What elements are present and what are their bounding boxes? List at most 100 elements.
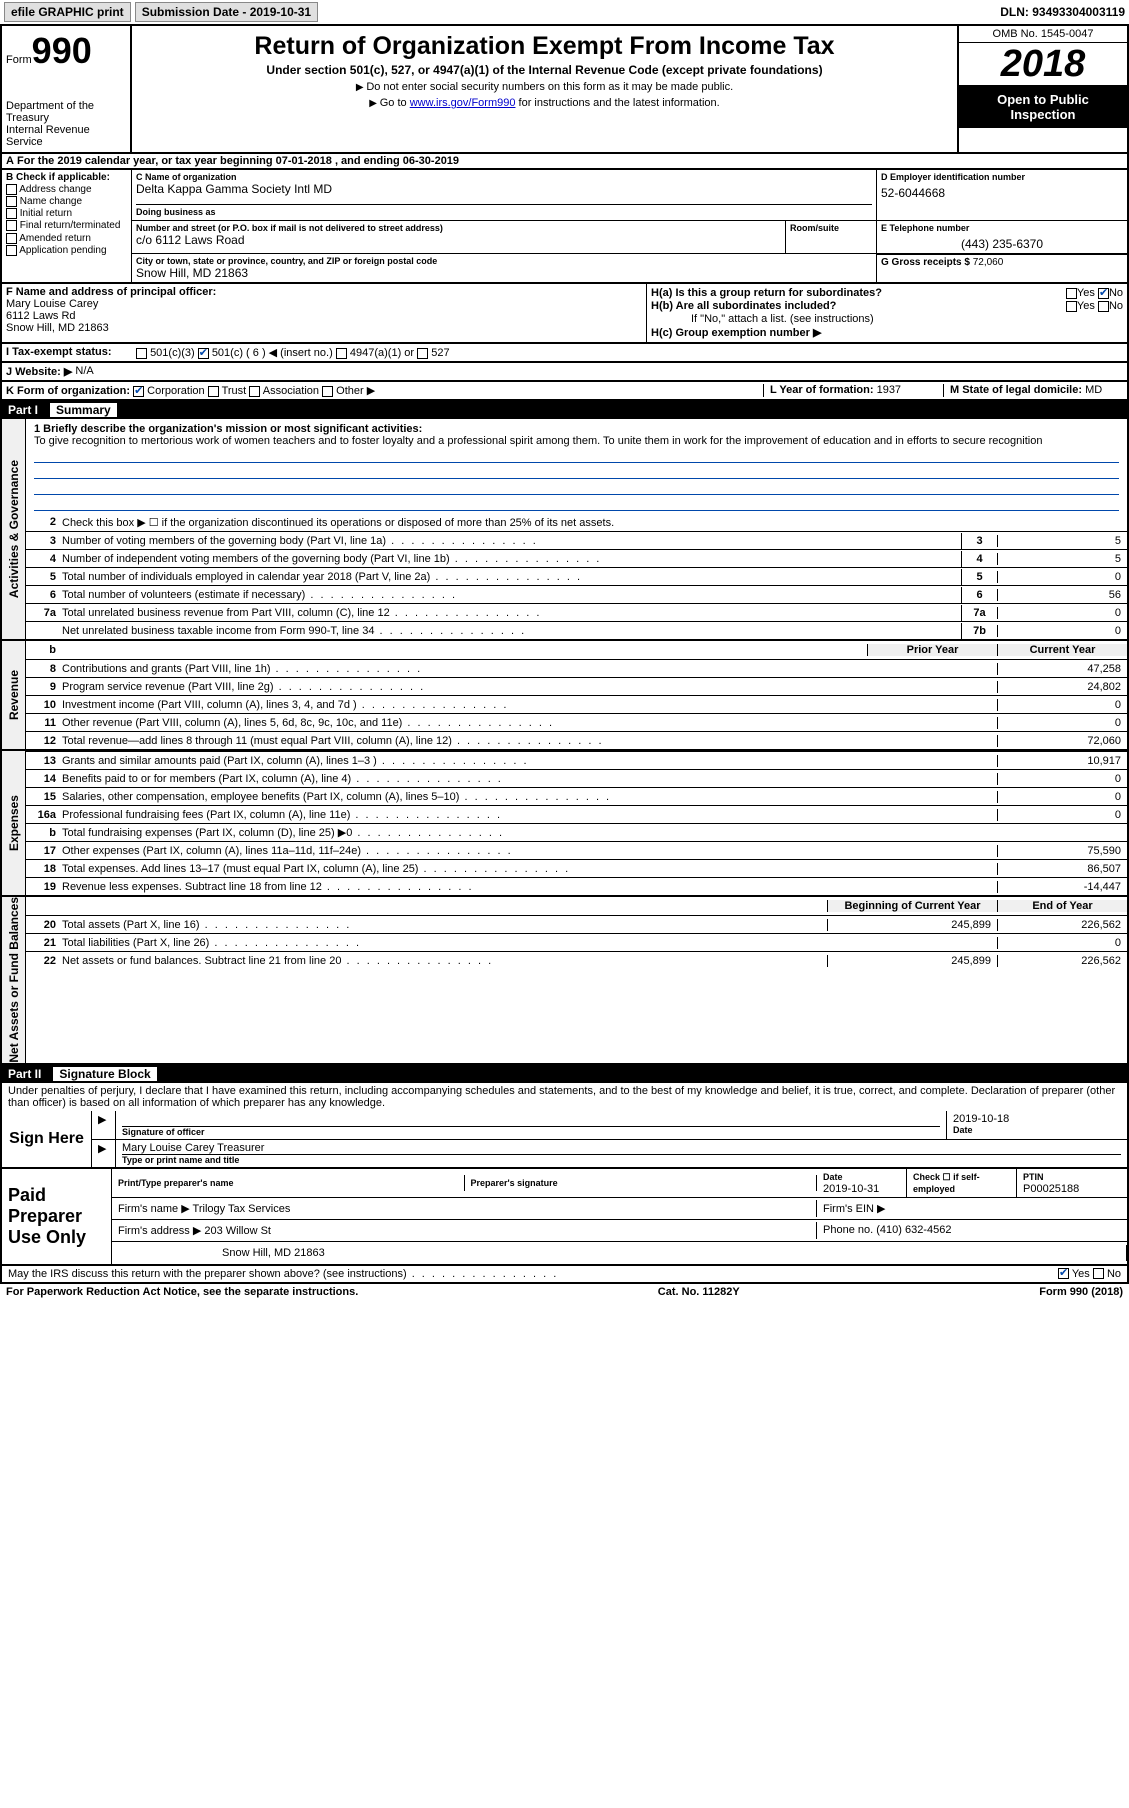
table-row: 4Number of independent voting members of…	[26, 549, 1127, 567]
chk-4947[interactable]	[336, 348, 347, 359]
form990-link[interactable]: www.irs.gov/Form990	[410, 97, 516, 109]
chk-pending[interactable]	[6, 245, 17, 256]
chk-initial-return[interactable]	[6, 208, 17, 219]
sig-date: 2019-10-18	[953, 1113, 1121, 1125]
submission-date-badge: Submission Date - 2019-10-31	[135, 2, 318, 22]
line-a-text: For the 2019 calendar year, or tax year …	[17, 155, 459, 167]
row-klm: K Form of organization: Corporation Trus…	[0, 382, 1129, 401]
chk-other[interactable]	[322, 386, 333, 397]
table-row: Net unrelated business taxable income fr…	[26, 621, 1127, 639]
chk-501c3[interactable]	[136, 348, 147, 359]
room-label: Room/suite	[790, 223, 839, 233]
officer-label: F Name and address of principal officer:	[6, 286, 216, 298]
year-formation: 1937	[877, 384, 901, 396]
chk-corp[interactable]	[133, 386, 144, 397]
top-bar: efile GRAPHIC print Submission Date - 20…	[0, 0, 1129, 26]
ssn-note: Do not enter social security numbers on …	[140, 81, 949, 93]
table-row: 22Net assets or fund balances. Subtract …	[26, 951, 1127, 969]
chk-final-return[interactable]	[6, 220, 17, 231]
printed-label: Type or print name and title	[122, 1155, 1121, 1165]
tab-revenue: Revenue	[2, 641, 26, 749]
table-row: 11Other revenue (Part VIII, column (A), …	[26, 713, 1127, 731]
l-label: L Year of formation:	[770, 384, 874, 396]
chk-assoc[interactable]	[249, 386, 260, 397]
goto-post: for instructions and the latest informat…	[515, 97, 719, 109]
chk-ha-yes[interactable]	[1066, 288, 1077, 299]
sig-officer-label: Signature of officer	[122, 1127, 940, 1137]
city-label: City or town, state or province, country…	[136, 256, 872, 266]
phone-label: E Telephone number	[881, 223, 1123, 233]
table-row: 18Total expenses. Add lines 13–17 (must …	[26, 859, 1127, 877]
phone-value: (443) 235-6370	[881, 237, 1123, 251]
discuss-text: May the IRS discuss this return with the…	[8, 1268, 558, 1280]
chk-discuss-no[interactable]	[1093, 1268, 1104, 1279]
i-label: I Tax-exempt status:	[6, 346, 112, 358]
row-i: I Tax-exempt status: 501(c)(3) 501(c) ( …	[0, 344, 1129, 363]
tab-expenses: Expenses	[2, 751, 26, 895]
tab-netassets: Net Assets or Fund Balances	[2, 897, 26, 1063]
chk-hb-no[interactable]	[1098, 301, 1109, 312]
sign-here-label: Sign Here	[2, 1111, 92, 1167]
hdr-end: End of Year	[997, 900, 1127, 912]
table-row: 15Salaries, other compensation, employee…	[26, 787, 1127, 805]
chk-hb-yes[interactable]	[1066, 301, 1077, 312]
form-header: Form990 Department of the Treasury Inter…	[0, 26, 1129, 154]
chk-527[interactable]	[417, 348, 428, 359]
table-row: 13Grants and similar amounts paid (Part …	[26, 751, 1127, 769]
chk-name-change[interactable]	[6, 196, 17, 207]
part1-title: Summary	[50, 403, 117, 417]
org-name-label: C Name of organization	[136, 172, 872, 182]
table-row: 7aTotal unrelated business revenue from …	[26, 603, 1127, 621]
hb-label: H(b) Are all subordinates included?	[651, 300, 836, 312]
part2-header: Part II Signature Block	[0, 1065, 1129, 1083]
part2-title: Signature Block	[53, 1067, 156, 1081]
gross-label: G Gross receipts $	[881, 257, 970, 268]
signature-block: Sign Here ▶ Signature of officer 2019-10…	[0, 1111, 1129, 1169]
dept-label: Department of the Treasury	[6, 100, 126, 124]
chk-trust[interactable]	[208, 386, 219, 397]
sig-date-label: Date	[953, 1125, 1121, 1135]
table-row: 19Revenue less expenses. Subtract line 1…	[26, 877, 1127, 895]
open-public-badge: Open to Public Inspection	[959, 86, 1127, 128]
table-row: 3Number of voting members of the governi…	[26, 531, 1127, 549]
form-title: Return of Organization Exempt From Incom…	[140, 32, 949, 61]
table-row: 6Total number of volunteers (estimate if…	[26, 585, 1127, 603]
ha-label: H(a) Is this a group return for subordin…	[651, 287, 882, 299]
dln-label: DLN: 93493304003119	[1000, 5, 1125, 19]
dba-label: Doing business as	[136, 207, 216, 217]
state-domicile: MD	[1085, 384, 1102, 396]
hdr-begin: Beginning of Current Year	[827, 900, 997, 912]
officer-addr1: 6112 Laws Rd	[6, 310, 76, 322]
l2-text: Check this box ▶ ☐ if the organization d…	[60, 516, 1127, 529]
chk-501c[interactable]	[198, 348, 209, 359]
part1-header: Part I Summary	[0, 401, 1129, 419]
chk-address-change[interactable]	[6, 184, 17, 195]
table-row: 9Program service revenue (Part VIII, lin…	[26, 677, 1127, 695]
omb-number: OMB No. 1545-0047	[959, 26, 1127, 43]
chk-amended[interactable]	[6, 233, 17, 244]
section-b-to-g: B Check if applicable: Address change Na…	[0, 170, 1129, 284]
table-row: 12Total revenue—add lines 8 through 11 (…	[26, 731, 1127, 749]
chk-ha-no[interactable]	[1098, 288, 1109, 299]
printed-name: Mary Louise Carey Treasurer	[122, 1142, 1121, 1155]
chk-discuss-yes[interactable]	[1058, 1268, 1069, 1279]
hdr-prior: Prior Year	[867, 644, 997, 656]
form-number: 990	[32, 30, 92, 71]
goto-arrow-icon	[369, 97, 379, 109]
paid-title: Paid Preparer Use Only	[2, 1169, 112, 1264]
pra-notice: For Paperwork Reduction Act Notice, see …	[6, 1286, 358, 1298]
m-label: M State of legal domicile:	[950, 384, 1082, 396]
table-row: 16aProfessional fundraising fees (Part I…	[26, 805, 1127, 823]
table-row: 10Investment income (Part VIII, column (…	[26, 695, 1127, 713]
firm-phone: (410) 632-4562	[876, 1224, 951, 1236]
footer-line: For Paperwork Reduction Act Notice, see …	[0, 1284, 1129, 1300]
table-row: 5Total number of individuals employed in…	[26, 567, 1127, 585]
ein-value: 52-6044668	[881, 186, 1123, 200]
hdr-current: Current Year	[997, 644, 1127, 656]
part2-label: Part II	[8, 1067, 41, 1081]
firm-addr2: Snow Hill, MD 21863	[112, 1245, 1127, 1261]
efile-button[interactable]: efile GRAPHIC print	[4, 2, 131, 22]
part1-label: Part I	[8, 403, 38, 417]
part1-body: Activities & Governance 1 Briefly descri…	[0, 419, 1129, 1065]
officer-name: Mary Louise Carey	[6, 298, 98, 310]
